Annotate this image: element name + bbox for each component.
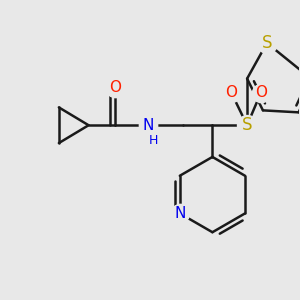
Text: O: O (225, 85, 237, 100)
Text: S: S (242, 116, 252, 134)
Text: S: S (262, 34, 272, 52)
Text: N: N (174, 206, 185, 221)
Text: N: N (142, 118, 154, 133)
Text: H: H (148, 134, 158, 147)
Text: O: O (109, 80, 121, 95)
Text: O: O (255, 85, 267, 100)
